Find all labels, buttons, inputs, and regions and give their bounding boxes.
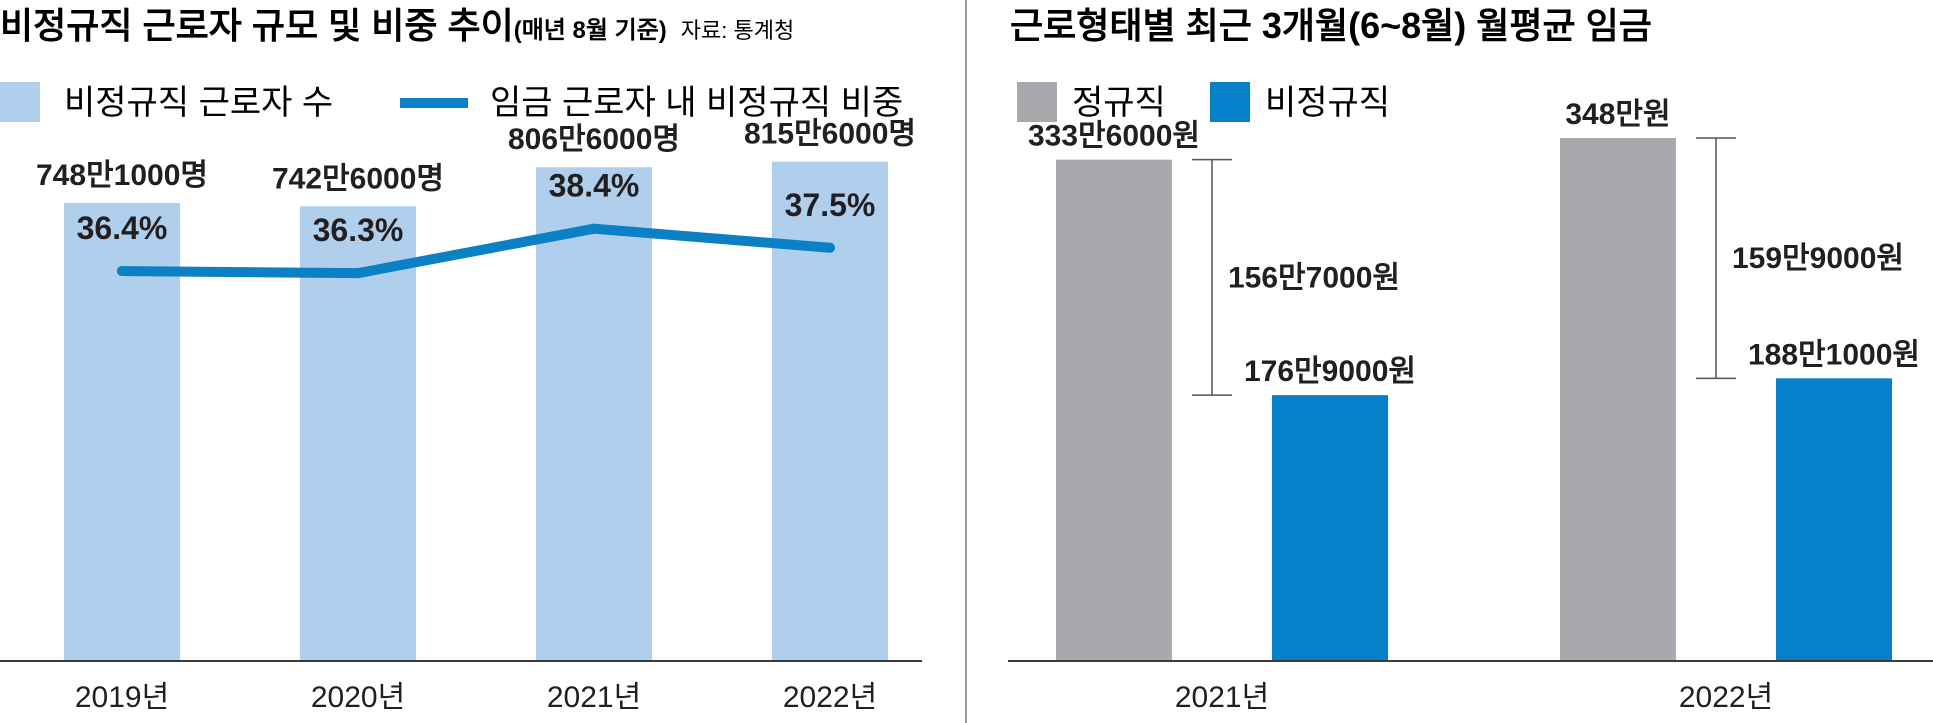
bar-label-regular-wage-1: 348만원 — [1565, 98, 1670, 131]
pct-label-3: 37.5% — [785, 187, 876, 223]
point-nonregular-share-2 — [589, 223, 599, 234]
legend-label-nonregular: 비정규직 — [1265, 84, 1390, 122]
legend-label-nonregular-share: 임금 근로자 내 비정규직 비중 — [490, 84, 903, 122]
bar-label-regular-wage-0: 333만6000원 — [1028, 120, 1200, 153]
right-x-tick-1: 2022년 — [1679, 681, 1773, 714]
left-title-note: (매년 8월 기준) — [514, 17, 667, 44]
bar-nonregular-count-1 — [300, 206, 416, 662]
legend-label-nonregular-count: 비정규직 근로자 수 — [64, 84, 333, 122]
bar-regular-wage-1 — [1560, 138, 1676, 662]
left-x-tick-2: 2021년 — [547, 681, 641, 714]
line-nonregular-share — [117, 223, 835, 279]
point-nonregular-share-1 — [353, 268, 363, 279]
point-nonregular-share-0 — [117, 266, 127, 277]
legend-swatch-nonregular — [1210, 82, 1250, 122]
difference-bracket-0 — [1192, 158, 1232, 396]
bar-nonregular-wage-0 — [1272, 395, 1388, 661]
bar-nonregular-wage-1 — [1776, 378, 1892, 661]
point-nonregular-share-3 — [825, 242, 835, 253]
left-title-main: 비정규직 근로자 규모 및 비중 추이 — [0, 5, 514, 46]
legend-swatch-nonregular-count — [0, 82, 40, 122]
right-chart-title: 근로형태별 최근 3개월(6~8월) 월평균 임금 — [1010, 5, 1652, 46]
left-x-tick-3: 2022년 — [783, 681, 877, 714]
bar-label-nonregular-count-3: 815만6000명 — [744, 118, 916, 151]
left-x-tick-1: 2020년 — [311, 681, 405, 714]
left-x-tick-0: 2019년 — [75, 681, 169, 714]
right-x-tick-0: 2021년 — [1175, 681, 1269, 714]
bar-label-nonregular-wage-1: 188만1000원 — [1748, 338, 1920, 371]
pct-label-2: 38.4% — [549, 168, 640, 204]
legend-label-regular: 정규직 — [1072, 84, 1166, 122]
pct-label-1: 36.3% — [313, 212, 404, 248]
bar-nonregular-count-0 — [64, 202, 180, 661]
bar-nonregular-count-3 — [772, 161, 888, 661]
bar-label-nonregular-count-1: 742만6000명 — [272, 162, 444, 195]
difference-label-0: 156만7000원 — [1228, 261, 1400, 294]
pct-label-0: 36.4% — [77, 210, 168, 246]
bar-label-nonregular-count-2: 806만6000명 — [508, 123, 680, 156]
difference-label-1: 159만9000원 — [1732, 242, 1904, 275]
bar-regular-wage-0 — [1056, 159, 1172, 661]
difference-bracket-1 — [1696, 137, 1736, 380]
bar-label-nonregular-wage-0: 176만9000원 — [1244, 355, 1416, 388]
left-chart-title: 비정규직 근로자 규모 및 비중 추이(매년 8월 기준) 자료: 통계청 — [0, 5, 794, 46]
bar-nonregular-count-2 — [536, 167, 652, 661]
left-title-source: 자료: 통계청 — [681, 18, 794, 43]
legend-swatch-regular — [1017, 82, 1057, 122]
bar-label-nonregular-count-0: 748만1000명 — [36, 159, 208, 192]
